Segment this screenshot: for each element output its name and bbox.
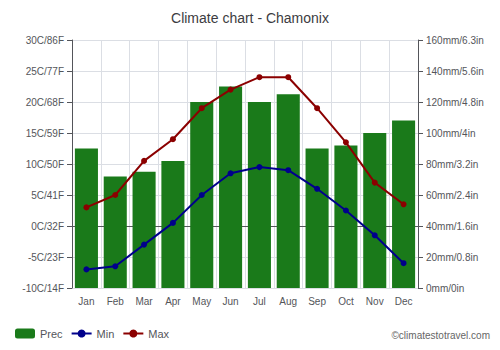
svg-text:20mm/0.8in: 20mm/0.8in (426, 252, 478, 263)
svg-text:©climatestotravel.com: ©climatestotravel.com (391, 330, 490, 341)
svg-text:40mm/1.6in: 40mm/1.6in (426, 221, 478, 232)
svg-text:Dec: Dec (395, 296, 413, 307)
svg-text:30C/86F: 30C/86F (26, 35, 64, 46)
svg-text:Nov: Nov (366, 296, 384, 307)
svg-text:Aug: Aug (279, 296, 297, 307)
svg-text:May: May (192, 296, 211, 307)
svg-text:140mm/5.6in: 140mm/5.6in (426, 66, 484, 77)
svg-text:120mm/4.8in: 120mm/4.8in (426, 97, 484, 108)
svg-text:-10C/14F: -10C/14F (22, 283, 64, 294)
svg-text:0C/32F: 0C/32F (31, 221, 64, 232)
svg-text:Climate chart - Chamonix: Climate chart - Chamonix (171, 10, 329, 26)
svg-text:Jan: Jan (78, 296, 94, 307)
svg-text:60mm/2.4in: 60mm/2.4in (426, 190, 478, 201)
svg-text:Prec: Prec (40, 328, 63, 340)
svg-text:-5C/23F: -5C/23F (28, 252, 64, 263)
svg-text:Sep: Sep (308, 296, 326, 307)
svg-text:5C/41F: 5C/41F (31, 190, 64, 201)
svg-text:10C/50F: 10C/50F (26, 159, 64, 170)
svg-text:Min: Min (97, 328, 115, 340)
svg-text:Jun: Jun (223, 296, 239, 307)
svg-text:160mm/6.3in: 160mm/6.3in (426, 35, 484, 46)
svg-text:15C/59F: 15C/59F (26, 128, 64, 139)
svg-text:Max: Max (148, 328, 169, 340)
svg-text:20C/68F: 20C/68F (26, 97, 64, 108)
svg-text:Apr: Apr (165, 296, 181, 307)
svg-text:100mm/4in: 100mm/4in (426, 128, 475, 139)
svg-text:80mm/3.2in: 80mm/3.2in (426, 159, 478, 170)
svg-text:25C/77F: 25C/77F (26, 66, 64, 77)
svg-text:0mm/0in: 0mm/0in (426, 283, 464, 294)
svg-text:Feb: Feb (107, 296, 125, 307)
svg-text:Mar: Mar (135, 296, 153, 307)
svg-text:Oct: Oct (338, 296, 354, 307)
svg-text:Jul: Jul (253, 296, 266, 307)
